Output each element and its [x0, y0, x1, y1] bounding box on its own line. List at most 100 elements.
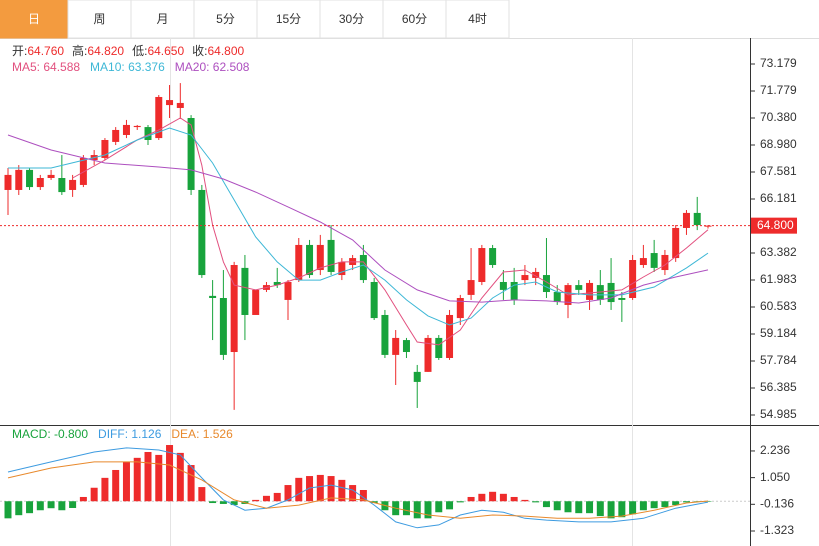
macd-bar — [607, 501, 615, 519]
macd-bar — [230, 501, 238, 506]
y-tick-label: -1.323 — [760, 523, 794, 537]
y-tick-label: 71.779 — [760, 83, 797, 97]
y-tick-label: 61.983 — [760, 272, 797, 286]
macd-bar — [435, 501, 443, 513]
candle-body — [424, 337, 432, 372]
macd-bar — [273, 492, 281, 502]
macd-bar — [456, 501, 464, 503]
legend-value: 64.650 — [147, 44, 184, 58]
tab-label[interactable]: 5分 — [216, 12, 235, 26]
macd-bar — [629, 501, 637, 515]
candle-body — [542, 275, 550, 293]
y-tick-label: 63.382 — [760, 245, 797, 259]
macd-bar — [510, 496, 518, 502]
candle-body — [295, 244, 303, 281]
macd-bar — [338, 479, 346, 502]
candle-body — [521, 275, 529, 281]
macd-bar — [176, 452, 184, 502]
line-series — [7, 134, 709, 304]
tab[interactable] — [445, 0, 510, 39]
candle-body — [284, 281, 292, 300]
macd-bar — [564, 501, 572, 513]
macd-bar — [295, 477, 303, 502]
last-price-label: 64.800 — [757, 218, 794, 232]
y-tick-label: 2.236 — [760, 443, 790, 457]
macd-bar — [370, 501, 378, 504]
candle-body — [402, 340, 410, 353]
tab-label[interactable]: 日 — [28, 12, 40, 26]
candle-body — [79, 157, 87, 185]
candle-body — [58, 178, 66, 193]
tab[interactable] — [130, 0, 195, 39]
candle-body — [36, 178, 44, 188]
legend-label: 高: — [72, 43, 87, 58]
candle-body — [392, 337, 400, 355]
tab-label[interactable]: 月 — [156, 12, 168, 26]
candle-body — [338, 261, 346, 276]
legend-item: DIFF: 1.126 — [98, 427, 162, 441]
legend-item: MA5: 64.588 — [12, 60, 80, 74]
last-price-box — [751, 217, 797, 234]
candle-body — [209, 295, 217, 298]
macd-bar — [682, 501, 690, 503]
candle-body — [639, 258, 647, 266]
macd-bar — [198, 487, 206, 502]
tab[interactable] — [67, 0, 132, 39]
macd-bar — [284, 485, 292, 502]
candle-body — [166, 100, 174, 106]
y-tick-label: 1.050 — [760, 470, 790, 484]
candle-body — [133, 125, 141, 128]
candle-body — [693, 212, 701, 226]
legend-value: 64.760 — [27, 44, 64, 58]
macd-bar — [349, 485, 357, 502]
candle-body — [144, 127, 152, 140]
y-tick-label: 60.583 — [760, 299, 797, 313]
y-tick-label: 59.184 — [760, 326, 797, 340]
tab-label[interactable]: 4时 — [468, 12, 487, 26]
candle-body — [446, 314, 454, 358]
candle-body — [219, 297, 227, 355]
tab-label[interactable]: 30分 — [339, 12, 364, 26]
macd-bar — [575, 501, 583, 514]
macd-bar — [402, 501, 410, 516]
y-tick-label: 68.980 — [760, 137, 797, 151]
candle-body — [682, 212, 690, 228]
candle-body — [672, 227, 680, 259]
macd-bar — [424, 501, 432, 519]
macd-bar — [155, 454, 163, 502]
y-tick-label: 67.581 — [760, 164, 797, 178]
macd-bar — [219, 501, 227, 504]
candle-body — [122, 124, 130, 135]
tab[interactable] — [382, 0, 447, 39]
macd-bar — [133, 457, 141, 502]
legend-item: DEA: 1.526 — [171, 427, 233, 441]
legend-label: 收: — [192, 44, 207, 58]
y-tick-label: 54.985 — [760, 407, 797, 421]
macd-bar — [489, 491, 497, 502]
macd-bar — [413, 501, 421, 519]
legend-item: MACD: -0.800 — [12, 427, 88, 441]
candle-body — [435, 337, 443, 358]
macd-bar — [69, 501, 77, 508]
macd-bar — [478, 493, 486, 502]
candle-body — [230, 265, 238, 353]
tab-label[interactable]: 周 — [93, 12, 105, 26]
macd-bar — [639, 501, 647, 511]
candle-body — [618, 297, 626, 300]
legend-item: MA20: 62.508 — [175, 60, 250, 74]
candle-body — [510, 281, 518, 300]
macd-bar — [58, 501, 66, 511]
tab[interactable] — [319, 0, 384, 39]
line-series — [7, 461, 709, 519]
macd-bar — [144, 451, 152, 502]
tab-label[interactable]: 15分 — [276, 12, 301, 26]
tab[interactable] — [256, 0, 321, 39]
macd-bar — [446, 501, 454, 510]
macd-bar — [327, 476, 335, 502]
macd-bar — [467, 496, 475, 502]
macd-bar — [553, 501, 561, 511]
tab-label[interactable]: 60分 — [402, 12, 427, 26]
candle-body — [629, 259, 637, 298]
candle-body — [532, 271, 540, 278]
